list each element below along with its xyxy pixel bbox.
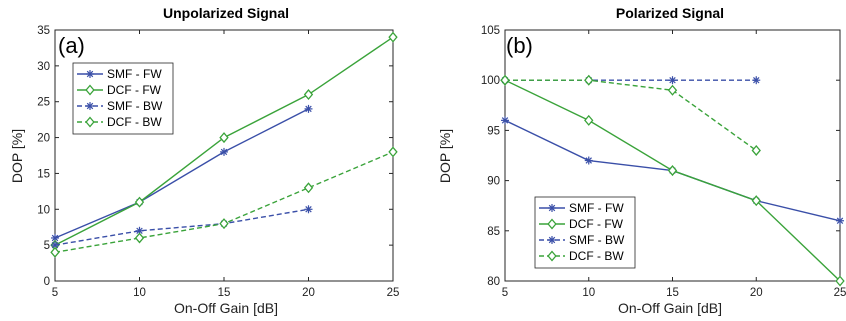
data-point [584,114,594,126]
data-point [836,216,844,225]
data-point [500,74,510,86]
legend-marker [85,84,95,96]
data-point [303,89,314,101]
x-tick-label: 5 [52,287,58,299]
x-tick-label: 15 [218,287,231,299]
y-tick-label: 100 [481,75,500,87]
y-tick-label: 30 [37,61,50,73]
chart-unpolarized: Unpolarized Signal On-Off Gain [dB] DOP … [9,5,399,316]
y-tick-label: 105 [481,25,500,37]
y-tick-label: 5 [44,240,50,252]
legend-marker [547,250,557,262]
data-point [304,205,313,214]
legend-marker [86,102,94,110]
x-tick-label: 20 [750,287,763,299]
legend-label: SMF - FW [569,201,624,215]
legend-label: DCF - FW [569,217,624,231]
legend-entry: SMF - BW [539,233,625,247]
legend-entry: SMF - FW [77,67,162,81]
legend: SMF - FW DCF - FW SMF - BW DCF - BW [72,62,174,135]
chart-title: Polarized Signal [616,5,724,21]
data-point [51,233,59,242]
legend-marker [547,218,557,230]
data-point [835,275,845,287]
legend-label: DCF - FW [107,83,162,97]
y-tick-label: 15 [37,168,50,180]
legend-entry: SMF - BW [77,99,163,113]
series-line-4 [54,151,394,254]
legend-marker [86,70,94,78]
y-tick-label: 10 [37,204,50,216]
y-tick-label: 95 [487,125,500,137]
data-point [584,156,593,165]
data-point [752,76,761,85]
data-point [303,182,314,194]
x-tick-label: 5 [502,287,508,299]
series-line-4 [505,79,757,152]
x-tick-label: 15 [666,287,679,299]
legend: SMF - FW DCF - FW SMF - BW DCF - BW [534,196,636,269]
data-point [388,31,398,43]
legend-entry: SMF - FW [539,201,624,215]
y-tick-label: 90 [487,176,500,188]
series-line-3 [54,208,309,246]
y-tick-label: 25 [37,97,50,109]
data-point [219,132,229,144]
y-axis-label: DOP [%] [437,129,453,183]
x-tick-label: 25 [834,287,846,299]
chart-polarized: Polarized Signal On-Off Gain [dB] DOP [%… [437,5,846,316]
x-tick-label: 10 [582,287,595,299]
data-point [668,76,677,85]
legend-entry: DCF - BW [539,249,624,263]
y-tick-label: 20 [37,133,50,145]
legend-label: SMF - BW [569,233,625,247]
legend-marker [548,236,556,244]
legend-marker [548,204,556,212]
y-axis-label: DOP [%] [9,129,25,183]
x-tick-label: 10 [133,287,146,299]
data-point [584,74,594,86]
legend-entry: DCF - FW [539,217,624,231]
data-point [134,232,145,244]
data-point [751,195,761,207]
y-tick-label: 85 [487,226,500,238]
data-point [304,104,313,113]
plot-area [500,74,845,287]
x-axis-label: On-Off Gain [dB] [174,300,278,316]
x-axis-label: On-Off Gain [dB] [618,300,722,316]
legend-label: SMF - FW [107,67,162,81]
data-point [134,196,145,208]
data-point [667,84,678,96]
x-tick-label: 20 [302,287,315,299]
y-tick-label: 0 [44,276,50,288]
panel-label: (b) [506,33,533,58]
data-point [501,116,509,125]
legend-label: DCF - BW [569,249,624,263]
data-point [219,218,229,230]
x-tick-label: 25 [387,287,400,299]
legend-label: DCF - BW [107,115,162,129]
y-tick-label: 35 [37,25,50,37]
series-line-1 [54,108,309,239]
legend-entry: DCF - BW [77,115,162,129]
data-point [388,146,398,158]
axis-ticks: 5 10 15 20 25 80 85 90 95 100 105 [481,25,846,299]
legend-entry: DCF - FW [77,83,162,97]
legend-marker [85,116,95,128]
chart-title: Unpolarized Signal [163,5,289,21]
data-point [751,144,761,156]
data-point [220,147,228,156]
panel-label: (a) [58,33,85,58]
data-point [667,165,678,177]
legend-label: SMF - BW [107,99,163,113]
data-point [50,246,60,258]
y-tick-label: 80 [487,276,500,288]
plot-area [50,31,398,258]
